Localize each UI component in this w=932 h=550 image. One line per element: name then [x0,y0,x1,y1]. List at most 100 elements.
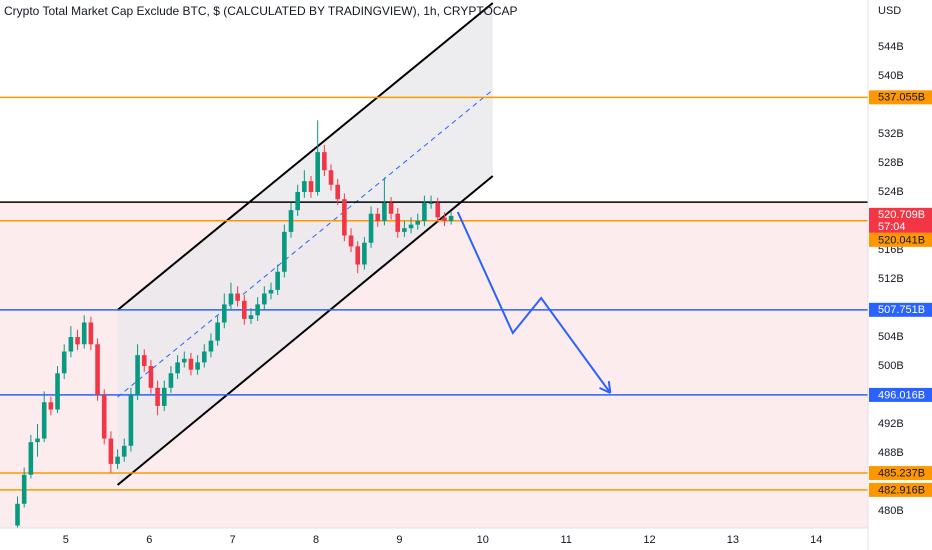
x-tick-label: 11 [560,534,571,546]
level-label-bg [869,466,932,481]
level-label-bg [869,90,932,105]
candle-body [221,304,227,323]
candle-body [302,181,307,192]
candle-body [295,192,300,211]
x-tick-label: 14 [810,534,822,546]
x-tick-label: 6 [146,534,152,546]
candle-body [128,395,134,446]
candle-body [175,362,180,374]
chart-title: Crypto Total Market Cap Exclude BTC, $ (… [4,4,518,18]
candle-body [368,213,374,243]
candle-body [282,231,287,272]
price-label: 520.709B [878,209,925,221]
candle-body [288,210,294,232]
channel-lower [116,175,494,486]
x-tick-label: 9 [396,534,402,546]
candle-body [328,170,334,185]
candle-body [115,456,120,464]
projection [456,211,612,394]
candle-body [415,221,421,225]
candle-body [362,242,367,265]
candle-body [35,438,40,443]
candle-body [101,395,107,439]
candle-body [388,202,394,214]
level-label: 485.237B [878,467,925,479]
candle-body [61,351,67,374]
candle-body [248,315,254,319]
y-tick-label: 532B [878,128,904,140]
y-tick-label: 500B [878,360,904,372]
level-label-bg [869,302,932,317]
level-label: 520.041B [878,234,925,246]
candle-body [21,474,27,504]
y-tick-label: 504B [878,331,904,343]
candle-body [48,402,54,410]
candle-body [375,213,381,222]
x-tick-label: 10 [477,534,489,546]
candle-body [422,202,427,222]
candle-body [95,344,100,396]
candle-body [315,152,320,192]
candle-body [348,235,354,247]
y-tick-label: 544B [878,41,904,53]
candle-body [395,213,401,232]
level-label: 537.055B [878,92,925,104]
candle-body [135,355,140,396]
candle-body [55,373,60,410]
candle-body [41,402,47,439]
y-tick-label: 488B [878,447,904,459]
x-tick-label: 8 [313,534,319,546]
candle-body [268,289,274,294]
plot-area [0,2,868,528]
level-label-bg [869,232,932,247]
arrow-head [599,386,611,394]
level-label: 507.751B [878,304,925,316]
candle-body [255,304,260,316]
level-label: 482.916B [878,484,925,496]
candle-body [208,340,214,352]
candle-body [121,445,127,457]
arrow-head [607,380,612,394]
candle-body [161,387,167,406]
candle-body [141,355,147,367]
candle-body [148,366,154,388]
y-tick-label: 516B [878,244,904,256]
candle-body [75,337,80,345]
level-label-bg [869,482,932,497]
candle-body [382,202,387,222]
price-label-bg [869,207,932,233]
candle-body [428,202,434,204]
candle-body [355,246,361,265]
price-countdown: 57:04 [878,221,906,233]
candle-body [342,199,347,236]
candle-body [335,184,340,200]
x-tick-label: 13 [727,534,739,546]
candle-body [402,228,407,232]
candle-body [88,322,94,345]
x-tick-label: 12 [643,534,655,546]
candle-body [235,293,240,301]
x-tick-label: 7 [230,534,236,546]
channel-upper [116,2,494,311]
candle-body [188,358,194,370]
y-tick-label: 528B [878,157,904,169]
candle-body [28,442,34,475]
channel-fill [117,2,493,486]
candle-body [168,373,174,388]
candle-body [275,271,280,290]
candle-body [435,202,441,218]
candle-body [322,152,327,171]
candle-body [68,337,74,352]
candle-body [195,362,200,370]
candle-body [215,322,220,341]
x-tick-label: 5 [63,534,69,546]
y-tick-label: 540B [878,70,904,82]
candle-body [201,351,207,363]
level-label: 496.016B [878,389,925,401]
candle-body [308,181,314,192]
y-tick-label: 512B [878,273,904,285]
candle-body [228,293,234,305]
candle-body [242,300,247,319]
